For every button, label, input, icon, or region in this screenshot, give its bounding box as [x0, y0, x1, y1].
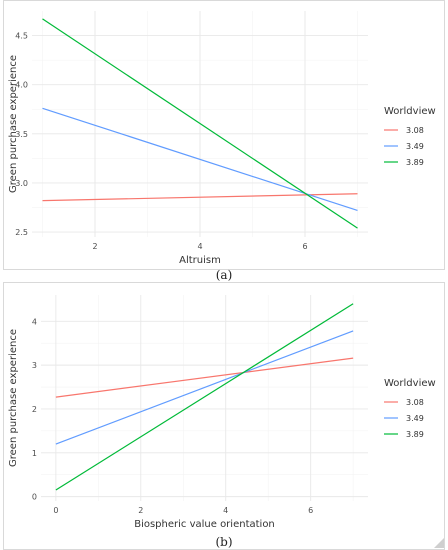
chart-panel-a: 2 4 6 2.5 3.0 3.5 4.0 4.5 Altruism Green purchase…: [0, 0, 448, 270]
y-tick-label: 2: [32, 405, 37, 414]
legend-label: 3.08: [406, 126, 424, 135]
legend-title: Worldview: [384, 106, 436, 117]
series-line-3.89: [55, 303, 354, 491]
line-chart-a: 2 4 6 2.5 3.0 3.5 4.0 4.5 Altruism Green purchase…: [8, 11, 436, 266]
x-tick-label: 4: [223, 506, 228, 515]
panel-caption-b: (b): [215, 535, 233, 549]
x-tick-label: 0: [53, 506, 58, 515]
chart-frame: 0 2 4 6 0 1 2 3 4 Biospheric value orientation Gre…: [3, 282, 445, 550]
panel-caption-a: (a): [215, 268, 233, 282]
resize-corner-icon: [434, 538, 444, 548]
x-tick-label: 2: [138, 506, 143, 515]
y-tick-label: 4: [32, 317, 37, 326]
y-tick-label: 0: [32, 493, 37, 502]
x-tick-label: 2: [92, 242, 97, 251]
series-line-3.49: [55, 330, 354, 445]
line-chart-b: 0 2 4 6 0 1 2 3 4 Biospheric value orientation Gre…: [8, 295, 436, 530]
y-tick-label: 3.5: [15, 130, 28, 139]
chart-frame: 2 4 6 2.5 3.0 3.5 4.0 4.5 Altruism Green purchase…: [3, 0, 445, 270]
y-tick-label: 3: [32, 361, 37, 370]
legend-label: 3.08: [406, 398, 424, 407]
series-line-3.08: [55, 357, 354, 398]
y-tick-label: 1: [32, 449, 37, 458]
y-tick-label: 2.5: [15, 228, 28, 237]
y-axis-label: Green purchase experience: [8, 55, 19, 193]
series-line-3.89: [42, 18, 358, 229]
y-tick-label: 3.0: [15, 179, 28, 188]
x-tick-label: 6: [308, 506, 313, 515]
plot-area: [41, 295, 368, 501]
y-tick-label: 4.5: [15, 32, 28, 41]
x-axis-label: Biospheric value orientation: [134, 519, 275, 530]
legend-label: 3.89: [406, 430, 424, 439]
legend-label: 3.49: [406, 414, 424, 423]
x-axis-label: Altruism: [179, 255, 221, 266]
legend-title: Worldview: [384, 378, 436, 389]
legend-label: 3.89: [406, 158, 424, 167]
series-line-3.08: [42, 193, 358, 202]
chart-panel-b: 0 2 4 6 0 1 2 3 4 Biospheric value orientation Gre…: [0, 282, 448, 550]
x-tick-label: 6: [302, 242, 307, 251]
y-tick-label: 4.0: [15, 81, 28, 90]
y-axis-label: Green purchase experience: [8, 329, 19, 467]
legend-label: 3.49: [406, 142, 424, 151]
x-tick-label: 4: [197, 242, 202, 251]
